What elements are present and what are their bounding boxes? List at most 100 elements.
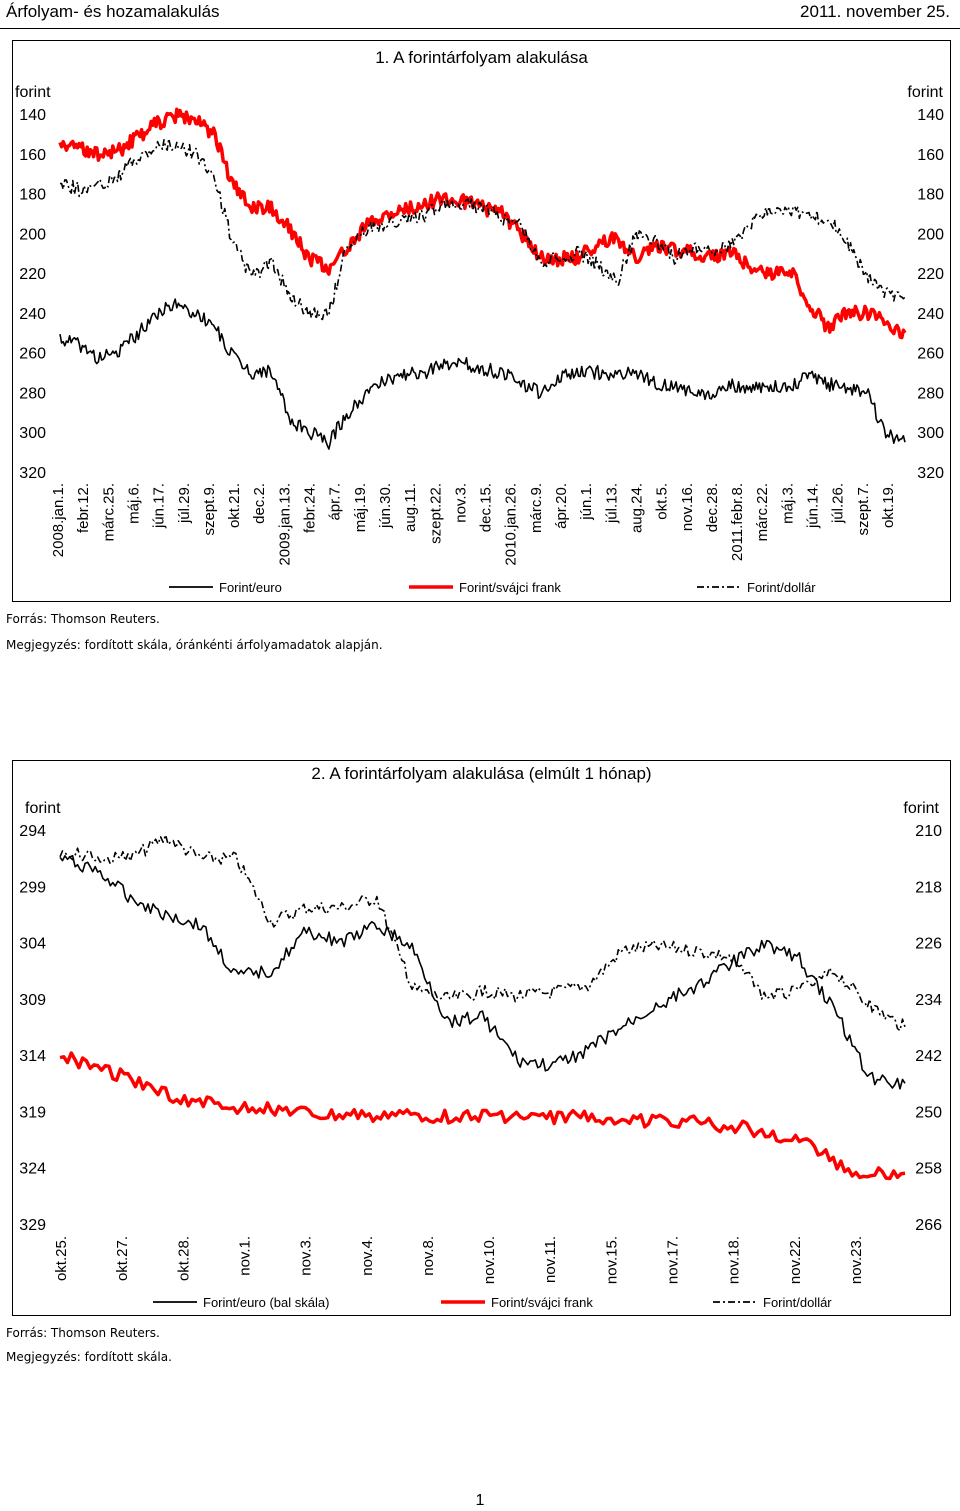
chart1-right-tick: 220 xyxy=(917,266,944,283)
chart2-left-tick: 314 xyxy=(19,1048,46,1065)
chart1-title: 1. A forintárfolyam alakulása xyxy=(375,48,588,67)
chart1-left-tick: 140 xyxy=(19,107,46,124)
chart1-x-tick-label: ápr.20. xyxy=(553,483,570,529)
chart2-x-tick-label: okt.28. xyxy=(175,1236,192,1281)
chart1-left-tick: 160 xyxy=(19,147,46,164)
chart1-x-tick-label: szept.9. xyxy=(201,483,218,536)
chart1-right-tick: 200 xyxy=(917,226,944,243)
chart1-left-tick: 180 xyxy=(19,187,46,204)
series-line-forint-doll-r xyxy=(59,834,906,1032)
chart2-right-tick: 226 xyxy=(915,936,942,953)
legend-label: Forint/svájci frank xyxy=(459,580,561,595)
chart2-x-tick-label: nov.18. xyxy=(726,1236,743,1284)
chart2-x-tick-label: nov.23. xyxy=(848,1236,865,1284)
chart2-x-tick-label: nov.10. xyxy=(481,1236,498,1284)
chart2-left-tick: 319 xyxy=(19,1104,46,1121)
chart1-left-tick: 200 xyxy=(19,226,46,243)
chart1-x-tick-label: nov.3. xyxy=(452,483,469,523)
chart1-x-tick-label: jún.14. xyxy=(805,483,822,529)
chart1-right-tick: 140 xyxy=(917,107,944,124)
legend-label: Forint/dollár xyxy=(747,580,816,595)
chart1-left-tick: 320 xyxy=(19,465,46,482)
legend-label: Forint/euro xyxy=(219,580,282,595)
legend-label: Forint/svájci frank xyxy=(491,1295,593,1310)
chart2-x-tick-label: nov.4. xyxy=(359,1236,376,1276)
header-section-title: Árfolyam- és hozamalakulás xyxy=(6,2,220,21)
chart1-note: Megjegyzés: fordított skála, óránkénti á… xyxy=(6,638,383,652)
chart1-x-tick-label: jún.30. xyxy=(377,483,394,529)
chart2-right-tick: 266 xyxy=(915,1217,942,1234)
chart2-left-tick: 324 xyxy=(19,1161,46,1178)
chart2-x-tick-label: okt.25. xyxy=(53,1236,70,1281)
chart2-right-tick: 242 xyxy=(915,1048,942,1065)
chart1-left-axis-unit: forint xyxy=(15,84,51,101)
page-number: 1 xyxy=(475,1492,485,1509)
chart1-x-tick-label: dec.28. xyxy=(704,483,721,532)
chart1-x-tick-label: márc.9. xyxy=(528,483,545,533)
chart1-x-tick-label: márc.22. xyxy=(754,483,771,541)
chart1-x-tick-label: dec.2. xyxy=(251,483,268,524)
chart1-right-tick: 160 xyxy=(917,147,944,164)
chart1-right-axis-unit: forint xyxy=(907,84,943,101)
chart1-x-tick-label: febr.12. xyxy=(75,483,92,533)
chart2-right-tick: 234 xyxy=(915,992,942,1009)
chart2-left-tick: 329 xyxy=(19,1217,46,1234)
chart1-x-tick-label: ápr.7. xyxy=(327,483,344,521)
header-rule xyxy=(0,28,960,29)
legend-label: Forint/dollár xyxy=(763,1295,832,1310)
chart-forint-exchange-rate-last-month-svg: 2. A forintárfolyam alakulása (elmúlt 1 … xyxy=(19,764,942,1310)
chart2-left-tick: 299 xyxy=(19,879,46,896)
chart1-x-tick-label: júl.29. xyxy=(176,483,193,524)
chart1-x-tick-label: dec.15. xyxy=(478,483,495,532)
chart1-x-tick-label: 2009.jan.13. xyxy=(276,483,293,566)
chart1-x-tick-label: máj.3. xyxy=(779,483,796,524)
chart1-x-tick-label: márc.25. xyxy=(100,483,117,541)
chart1-x-tick-label: febr.24. xyxy=(302,483,319,533)
series-line-forint-doll-r xyxy=(60,137,906,321)
chart2-x-tick-label: nov.3. xyxy=(298,1236,315,1276)
chart2-left-tick: 309 xyxy=(19,992,46,1009)
chart1-right-tick: 260 xyxy=(917,346,944,363)
chart2-left-axis-unit: forint xyxy=(25,800,61,817)
chart1-right-tick: 280 xyxy=(917,385,944,402)
chart2-left-tick: 294 xyxy=(19,823,46,840)
page-header: Árfolyam- és hozamalakulás 2011. novembe… xyxy=(0,0,960,29)
chart2-right-tick: 210 xyxy=(915,823,942,840)
chart1-x-tick-label: 2008.jan.1. xyxy=(50,483,67,557)
chart1-x-tick-label: máj.19. xyxy=(352,483,369,532)
chart2-x-tick-label: nov.1. xyxy=(236,1236,253,1276)
chart2-x-tick-label: nov.15. xyxy=(603,1236,620,1284)
chart1-left-tick: 300 xyxy=(19,425,46,442)
chart1-left-tick: 240 xyxy=(19,306,46,323)
chart1-x-tick-label: okt.21. xyxy=(226,483,243,528)
chart1-x-tick-label: jún.1. xyxy=(578,483,595,521)
chart1-left-tick: 220 xyxy=(19,266,46,283)
chart-forint-exchange-rate: 1. A forintárfolyam alakulása forint forin… xyxy=(12,40,951,602)
chart1-x-tick-label: 2011.febr.8. xyxy=(729,483,746,561)
chart1-left-tick: 280 xyxy=(19,385,46,402)
chart1-right-tick: 240 xyxy=(917,306,944,323)
series-line-forint-euro xyxy=(59,298,906,450)
chart1-x-tick-label: okt.5. xyxy=(654,483,671,520)
chart1-left-tick: 260 xyxy=(19,346,46,363)
chart2-x-tick-label: nov.8. xyxy=(420,1236,437,1276)
chart2-x-tick-label: nov.11. xyxy=(542,1236,559,1283)
chart2-note: Megjegyzés: fordított skála. xyxy=(6,1350,172,1364)
chart1-x-tick-label: jún.17. xyxy=(151,483,168,529)
chart1-source: Forrás: Thomson Reuters. xyxy=(6,612,160,626)
chart2-right-tick: 258 xyxy=(915,1161,942,1178)
series-line-forint-sv-jci-frank xyxy=(58,107,907,340)
chart1-right-tick: 180 xyxy=(917,187,944,204)
chart1-x-tick-label: szept.22. xyxy=(427,483,444,544)
chart2-source: Forrás: Thomson Reuters. xyxy=(6,1326,160,1340)
chart-forint-exchange-rate-last-month: 2. A forintárfolyam alakulása (elmúlt 1 … xyxy=(12,760,951,1316)
chart2-right-tick: 250 xyxy=(915,1104,942,1121)
chart2-right-tick: 218 xyxy=(915,879,942,896)
series-line-forint-sv-jci-frank xyxy=(59,1051,906,1181)
chart1-x-tick-label: aug.24. xyxy=(628,483,645,533)
chart2-left-tick: 304 xyxy=(19,936,46,953)
chart1-x-tick-label: szept.7. xyxy=(855,483,872,536)
chart2-title: 2. A forintárfolyam alakulása (elmúlt 1 … xyxy=(311,764,651,783)
chart2-x-tick-label: nov.22. xyxy=(787,1236,804,1284)
chart2-right-axis-unit: forint xyxy=(903,800,939,817)
